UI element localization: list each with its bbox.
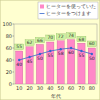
y-tick	[13, 60, 15, 61]
data-label-box	[25, 40, 34, 46]
data-label-box	[87, 41, 96, 47]
data-label: 40	[16, 62, 22, 67]
data-label-box	[77, 36, 86, 42]
chart-root: 0 20 40 60 80 100 55 62 66 70 72 74 68 60 40 45 50 55 58 60…	[0, 0, 100, 100]
y-tick-label: 100	[2, 21, 12, 27]
marker	[28, 56, 30, 58]
y-tick-label: 20	[6, 69, 12, 75]
x-tick-label: 50	[58, 85, 64, 91]
bar	[26, 47, 33, 84]
data-label-box	[35, 37, 44, 43]
bar	[36, 44, 43, 84]
x-axis-label: 年代	[51, 93, 61, 99]
data-label: 74	[68, 33, 74, 38]
bar	[47, 42, 54, 84]
legend-swatch	[40, 5, 44, 9]
background	[0, 0, 100, 100]
data-label: 50	[37, 56, 43, 61]
y-tick-label: 80	[6, 33, 12, 39]
x-tick-label: 20	[26, 85, 32, 91]
data-label: 55	[79, 53, 85, 58]
data-label: 62	[27, 40, 33, 45]
data-label: 55	[47, 53, 53, 58]
legend-label: ヒーターをつけます	[46, 11, 91, 16]
y-tick-label: 40	[6, 57, 12, 63]
y-tick	[13, 36, 15, 37]
marker	[18, 59, 20, 61]
y-tick	[13, 84, 15, 85]
x-tick-label: 40	[47, 85, 53, 91]
legend: ヒーターを使っていたヒーターをつけます	[38, 2, 98, 19]
x-tick-label: 70	[78, 85, 84, 91]
y-tick	[13, 24, 15, 25]
data-label: 70	[47, 35, 53, 40]
y-tick-label: 60	[6, 45, 12, 51]
data-labels: 55 62 66 70 72 74 68 60 40 45 50 55 58 60 55 50	[15, 33, 97, 67]
data-label: 66	[37, 38, 43, 43]
data-label: 58	[58, 51, 64, 56]
marker	[39, 53, 41, 55]
data-label-box	[56, 34, 65, 40]
data-label: 60	[68, 50, 74, 55]
legend-label: ヒーターを使っていた	[46, 4, 96, 9]
bar	[67, 40, 74, 84]
data-label: 55	[16, 44, 22, 49]
marker	[91, 53, 93, 55]
data-label-box	[46, 35, 55, 41]
data-label: 45	[27, 59, 33, 64]
marker	[70, 47, 72, 49]
x-tick-label: 80	[89, 85, 95, 91]
legend-box	[38, 2, 98, 19]
data-label: 72	[58, 34, 64, 39]
bar	[78, 43, 85, 84]
legend-swatch	[40, 13, 45, 14]
chart: 0 20 40 60 80 100 55 62 66 70 72 74 68 60 40 45 50 55 58 60…	[0, 0, 100, 100]
marker	[49, 50, 51, 52]
data-label: 60	[89, 41, 95, 46]
x-tick-label: 60	[68, 85, 74, 91]
plot-frame	[14, 24, 97, 84]
bar	[57, 41, 64, 84]
x-tick-label: 10	[16, 85, 22, 91]
data-label: 68	[79, 37, 85, 42]
y-tick-label: 0	[9, 81, 12, 87]
bar	[16, 51, 23, 84]
data-label-box	[67, 33, 76, 39]
y-tick	[13, 72, 15, 73]
y-tick	[13, 48, 15, 49]
data-label-box	[15, 44, 24, 50]
marks	[16, 40, 96, 84]
marker	[80, 50, 82, 52]
data-label: 50	[89, 56, 95, 61]
x-tick-label: 30	[37, 85, 43, 91]
marker	[59, 48, 61, 50]
